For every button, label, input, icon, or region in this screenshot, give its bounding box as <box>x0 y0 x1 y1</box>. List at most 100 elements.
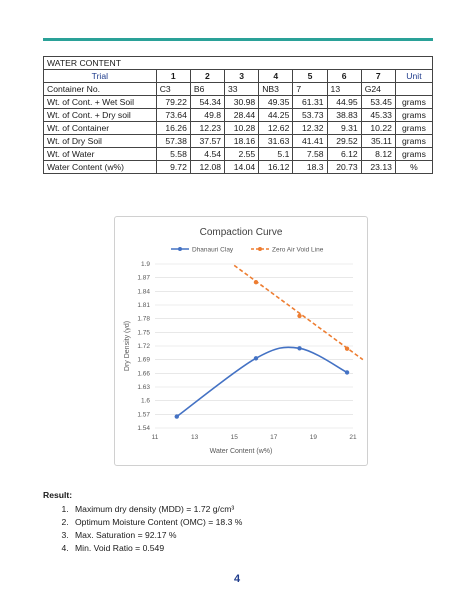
table-cell: 49.8 <box>189 108 226 122</box>
trial-row: Trial 1 2 3 4 5 6 7 Unit <box>43 69 434 83</box>
unit-header: Unit <box>394 69 434 83</box>
table-cell: 9.31 <box>326 121 362 135</box>
table-cell: 8.12 <box>360 147 396 161</box>
table-row: Wt. of Cont. + Wet Soil 79.22 54.34 30.98 49… <box>43 95 434 109</box>
x-tick-label: 11 <box>152 434 159 441</box>
y-tick-label: 1.9 <box>141 261 150 268</box>
y-tick-label: 1.84 <box>137 288 150 295</box>
y-tick-label: 1.81 <box>137 302 150 309</box>
table-title-row: WATER CONTENT <box>43 56 433 70</box>
trial-number: 5 <box>292 69 328 83</box>
legend-marker-1 <box>178 247 182 251</box>
trial-number: 3 <box>224 69 260 83</box>
table-cell: 7 <box>292 82 328 96</box>
legend-label-2: Zero Air Void Line <box>272 247 324 254</box>
table-cell: 54.34 <box>189 95 226 109</box>
x-tick-label: 17 <box>270 434 278 441</box>
legend-label-1: Dhanauri Clay <box>192 247 234 254</box>
y-tick-label: 1.72 <box>137 343 150 350</box>
data-point-dhanauri-clay <box>297 346 302 351</box>
table-cell: 53.73 <box>292 108 328 122</box>
row-label: Wt. of Dry Soil <box>43 134 157 148</box>
row-label: Wt. of Cont. + Dry soil <box>43 108 157 122</box>
table-cell: 12.23 <box>189 121 226 135</box>
trial-number: 7 <box>360 69 396 83</box>
y-tick-label: 1.69 <box>137 357 150 364</box>
table-cell: 20.73 <box>326 160 362 174</box>
table-row: Wt. of Container 16.26 12.23 10.28 12.62 12.3… <box>43 121 434 135</box>
x-tick-label: 13 <box>191 434 199 441</box>
table-cell: 61.31 <box>292 95 328 109</box>
table-cell: G24 <box>360 82 396 96</box>
x-axis-label: Water Content (w%) <box>210 448 273 455</box>
table-cell: 12.32 <box>292 121 328 135</box>
table-row: Container No. C3 B6 33 NB3 7 13 G24 <box>43 82 434 96</box>
table-cell: 16.26 <box>155 121 191 135</box>
table-cell: 14.04 <box>224 160 260 174</box>
unit-cell: grams <box>394 121 434 135</box>
table-cell: 73.64 <box>155 108 191 122</box>
y-tick-label: 1.54 <box>137 425 150 432</box>
trial-label: Trial <box>43 69 157 83</box>
row-label: Wt. of Cont. + Wet Soil <box>43 95 157 109</box>
table-cell: 5.1 <box>258 147 294 161</box>
table-cell: 6.12 <box>326 147 362 161</box>
table-cell: 37.57 <box>189 134 226 148</box>
table-cell: 18.16 <box>224 134 260 148</box>
table-row: Wt. of Dry Soil 57.38 37.57 18.16 31.63 41.41… <box>43 134 434 148</box>
unit-cell <box>394 82 434 96</box>
y-tick-label: 1.75 <box>137 329 150 336</box>
result-list: Maximum dry density (MDD) = 1.72 g/cm³Op… <box>43 503 242 555</box>
table-cell: 29.52 <box>326 134 362 148</box>
table-row: Water Content (w%) 9.72 12.08 14.04 16.12 18.… <box>43 160 434 174</box>
table-cell: 16.12 <box>258 160 294 174</box>
table-cell: 2.55 <box>224 147 260 161</box>
table-cell: 33 <box>224 82 260 96</box>
y-axis-label: Dry Density (γd) <box>124 321 131 371</box>
y-tick-label: 1.63 <box>137 384 150 391</box>
table-row: Wt. of Cont. + Dry soil 73.64 49.8 28.44 44.… <box>43 108 434 122</box>
result-item: Min. Void Ratio = 0.549 <box>71 542 242 555</box>
water-content-table: WATER CONTENT Trial 1 2 3 4 5 6 7 Unit Containe… <box>43 56 434 174</box>
y-tick-label: 1.66 <box>137 370 150 377</box>
header-rule <box>43 38 433 41</box>
data-point-zero-air-void <box>253 280 259 285</box>
y-tick-label: 1.78 <box>137 316 150 323</box>
legend-marker-2 <box>258 247 262 251</box>
trial-number: 2 <box>189 69 226 83</box>
result-title: Result: <box>43 490 73 500</box>
table-cell: C3 <box>155 82 191 96</box>
series-line-dhanauri-clay <box>176 346 348 418</box>
row-label: Wt. of Water <box>43 147 157 161</box>
x-tick-label: 21 <box>349 434 357 441</box>
table-cell: 38.83 <box>326 108 362 122</box>
x-tick-label: 15 <box>231 434 239 441</box>
table-cell: 31.63 <box>258 134 294 148</box>
data-point-zero-air-void <box>344 346 350 351</box>
chart-title: Compaction Curve <box>200 227 283 238</box>
table-cell: 13 <box>326 82 362 96</box>
result-item: Optimum Moisture Content (OMC) = 18.3 % <box>71 516 242 529</box>
table-cell: 4.54 <box>189 147 226 161</box>
row-label: Water Content (w%) <box>43 160 157 174</box>
trial-number: 4 <box>258 69 294 83</box>
table-cell: 30.98 <box>224 95 260 109</box>
table-cell: 44.25 <box>258 108 294 122</box>
result-item: Max. Saturation = 92.17 % <box>71 529 242 542</box>
table-cell: B6 <box>189 82 226 96</box>
unit-cell: grams <box>394 108 434 122</box>
table-cell: NB3 <box>258 82 294 96</box>
trial-number: 1 <box>155 69 191 83</box>
x-tick-label: 19 <box>310 434 318 441</box>
row-label: Container No. <box>43 82 157 96</box>
table-cell: 49.35 <box>258 95 294 109</box>
unit-cell: % <box>394 160 434 174</box>
table-cell: 35.11 <box>360 134 396 148</box>
unit-cell: grams <box>394 95 434 109</box>
data-point-zero-air-void <box>297 313 302 319</box>
table-cell: 23.13 <box>360 160 396 174</box>
table-cell: 79.22 <box>155 95 191 109</box>
unit-cell: grams <box>394 134 434 148</box>
compaction-chart: 1.54 1.57 1.6 1.63 1.66 1.69 1.72 1.75 1.78 1.81 1… <box>114 216 368 466</box>
result-section: Result: Maximum dry density (MDD) = 1.72… <box>43 490 242 555</box>
